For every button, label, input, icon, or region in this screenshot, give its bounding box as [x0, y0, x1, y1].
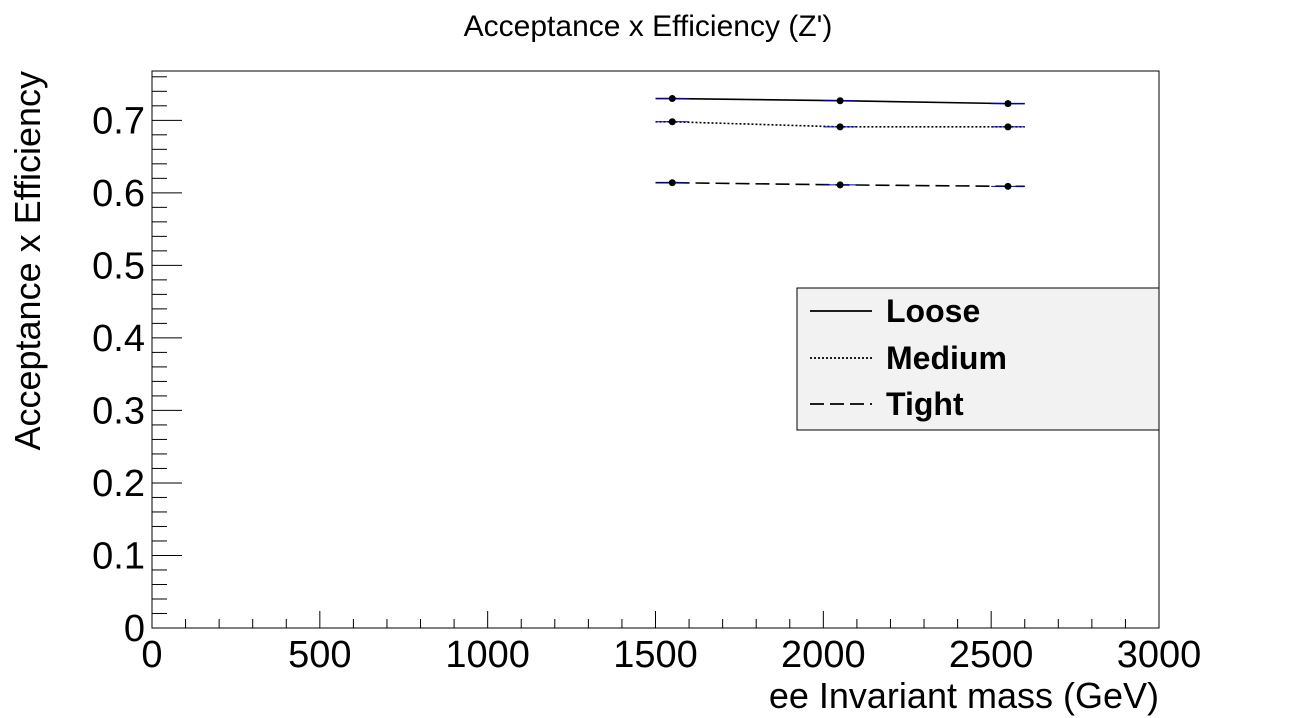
legend-label: Medium — [886, 340, 1007, 376]
x-axis-title: ee Invariant mass (GeV) — [769, 675, 1159, 716]
x-axis-tick-labels: 0 500 1000 1500 2000 2500 3000 — [141, 634, 1201, 676]
legend-entry-loose: Loose — [810, 293, 980, 329]
data-point — [1004, 100, 1012, 108]
y-axis-title: Acceptance x Efficiency — [7, 71, 48, 451]
x-tick-label: 500 — [288, 634, 351, 676]
data-point — [1004, 123, 1012, 131]
y-tick-label: 0.2 — [92, 463, 145, 505]
x-axis-ticks — [151, 611, 1160, 628]
x-tick-label: 0 — [141, 634, 162, 676]
y-tick-label: 0.7 — [92, 100, 145, 142]
legend-entry-medium: Medium — [810, 340, 1007, 376]
data-point — [836, 97, 844, 105]
legend: Loose Medium Tight — [796, 287, 1160, 431]
series-layer — [655, 95, 1025, 190]
data-point — [668, 179, 676, 187]
y-tick-label: 0.5 — [92, 245, 145, 287]
y-axis-tick-labels: 0 0.1 0.2 0.3 0.4 0.5 0.6 0.7 — [92, 100, 145, 650]
legend-entry-tight: Tight — [810, 386, 964, 422]
legend-entries: Loose Medium Tight — [810, 293, 1007, 422]
chart-title: Acceptance x Efficiency (Z') — [464, 10, 833, 43]
data-point — [1004, 182, 1012, 190]
data-point — [668, 118, 676, 126]
x-tick-label: 1000 — [445, 634, 530, 676]
x-tick-label: 3000 — [1117, 634, 1202, 676]
data-point — [836, 123, 844, 131]
y-tick-label: 0.1 — [92, 535, 145, 577]
legend-label: Tight — [886, 386, 964, 422]
legend-label: Loose — [886, 293, 980, 329]
series-loose — [655, 95, 1025, 108]
y-tick-label: 0 — [124, 608, 145, 650]
x-tick-label: 1500 — [613, 634, 698, 676]
data-point — [668, 95, 676, 103]
y-axis-ticks — [152, 76, 182, 629]
y-tick-label: 0.3 — [92, 390, 145, 432]
y-tick-label: 0.4 — [92, 318, 145, 360]
series-tight — [655, 179, 1025, 190]
data-point — [836, 181, 844, 189]
y-tick-label: 0.6 — [92, 173, 145, 215]
x-tick-label: 2000 — [781, 634, 866, 676]
x-tick-label: 2500 — [949, 634, 1034, 676]
series-medium — [655, 118, 1025, 131]
